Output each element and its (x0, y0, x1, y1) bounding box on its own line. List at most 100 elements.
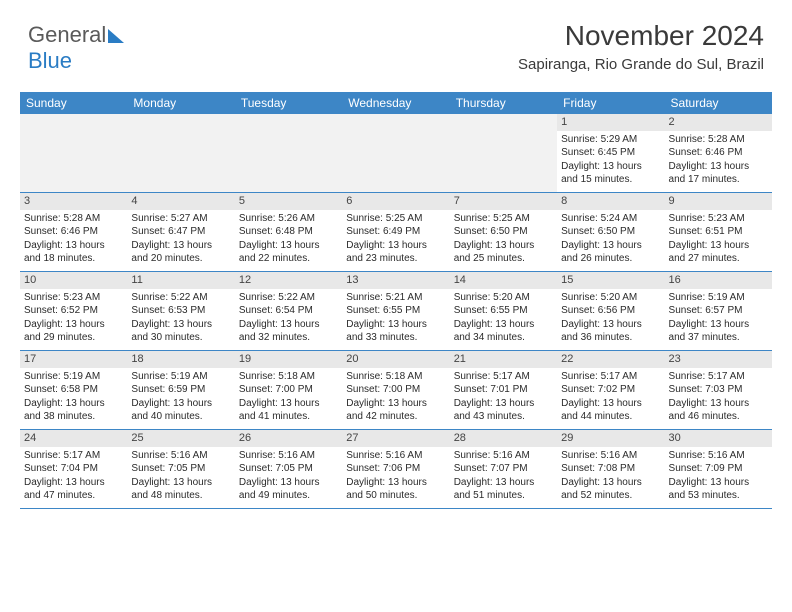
sunset-line: Sunset: 7:05 PM (239, 462, 338, 476)
calendar-day: 19Sunrise: 5:18 AMSunset: 7:00 PMDayligh… (235, 351, 342, 429)
daylight-line: Daylight: 13 hours and 49 minutes. (239, 476, 338, 503)
calendar-day: 13Sunrise: 5:21 AMSunset: 6:55 PMDayligh… (342, 272, 449, 350)
calendar-day: 29 Sunrise: 5:16 AMSunset: 7:08 PMDayligh… (557, 430, 664, 508)
calendar-day: 27Sunrise: 5:16 AMSunset: 7:06 PMDayligh… (342, 430, 449, 508)
sunrise-line: Sunrise: 5:25 AM (454, 212, 553, 226)
day-number: 25 (127, 430, 234, 447)
calendar-day: 28Sunrise: 5:16 AMSunset: 7:07 PMDayligh… (450, 430, 557, 508)
brand-logo: General Blue (28, 22, 124, 74)
sunset-line: Sunset: 6:55 PM (454, 304, 553, 318)
weekday-label: Thursday (450, 92, 557, 114)
calendar-blank (342, 114, 449, 192)
logo-text-blue: Blue (28, 48, 72, 73)
calendar-day: 10Sunrise: 5:23 AMSunset: 6:52 PMDayligh… (20, 272, 127, 350)
daylight-line: Daylight: 13 hours and 23 minutes. (346, 239, 445, 266)
sunrise-line: Sunrise: 5:18 AM (239, 370, 338, 384)
calendar-blank (20, 114, 127, 192)
daylight-line: Daylight: 13 hours and 32 minutes. (239, 318, 338, 345)
daylight-line: Daylight: 13 hours and 40 minutes. (131, 397, 230, 424)
sunrise-line: Sunrise: 5:23 AM (669, 212, 768, 226)
calendar-blank (450, 114, 557, 192)
calendar-day: 25 Sunrise: 5:16 AMSunset: 7:05 PMDayligh… (127, 430, 234, 508)
daylight-line: Daylight: 13 hours and 46 minutes. (669, 397, 768, 424)
day-number: 2 (665, 114, 772, 131)
sunrise-line: Sunrise: 5:22 AM (131, 291, 230, 305)
calendar-day: 14Sunrise: 5:20 AMSunset: 6:55 PMDayligh… (450, 272, 557, 350)
sunset-line: Sunset: 6:53 PM (131, 304, 230, 318)
calendar-day: 21Sunrise: 5:17 AMSunset: 7:01 PMDayligh… (450, 351, 557, 429)
day-number: 1 (557, 114, 664, 131)
logo-text-gray: General (28, 22, 106, 47)
daylight-line: Daylight: 13 hours and 43 minutes. (454, 397, 553, 424)
daylight-line: Daylight: 13 hours and 37 minutes. (669, 318, 768, 345)
sunset-line: Sunset: 7:05 PM (131, 462, 230, 476)
daylight-line: Daylight: 13 hours and 26 minutes. (561, 239, 660, 266)
sunrise-line: Sunrise: 5:18 AM (346, 370, 445, 384)
daylight-line: Daylight: 13 hours and 48 minutes. (131, 476, 230, 503)
day-number: 24 (20, 430, 127, 447)
daylight-line: Daylight: 13 hours and 53 minutes. (669, 476, 768, 503)
sunrise-line: Sunrise: 5:28 AM (669, 133, 768, 147)
weekday-label: Saturday (665, 92, 772, 114)
calendar-week: 24Sunrise: 5:17 AMSunset: 7:04 PMDayligh… (20, 430, 772, 509)
daylight-line: Daylight: 13 hours and 27 minutes. (669, 239, 768, 266)
day-number: 29 (557, 430, 664, 447)
calendar-day: 9Sunrise: 5:23 AMSunset: 6:51 PMDaylight… (665, 193, 772, 271)
sunset-line: Sunset: 6:46 PM (24, 225, 123, 239)
calendar-day: 23 Sunrise: 5:17 AMSunset: 7:03 PMDayligh… (665, 351, 772, 429)
sunset-line: Sunset: 6:49 PM (346, 225, 445, 239)
sunset-line: Sunset: 6:45 PM (561, 146, 660, 160)
weekday-label: Sunday (20, 92, 127, 114)
sunrise-line: Sunrise: 5:16 AM (239, 449, 338, 463)
daylight-line: Daylight: 13 hours and 22 minutes. (239, 239, 338, 266)
sunrise-line: Sunrise: 5:19 AM (24, 370, 123, 384)
calendar-day: 15Sunrise: 5:20 AMSunset: 6:56 PMDayligh… (557, 272, 664, 350)
daylight-line: Daylight: 13 hours and 20 minutes. (131, 239, 230, 266)
daylight-line: Daylight: 13 hours and 38 minutes. (24, 397, 123, 424)
sunrise-line: Sunrise: 5:16 AM (454, 449, 553, 463)
sunrise-line: Sunrise: 5:17 AM (669, 370, 768, 384)
sunrise-line: Sunrise: 5:16 AM (131, 449, 230, 463)
sunset-line: Sunset: 7:01 PM (454, 383, 553, 397)
sunrise-line: Sunrise: 5:25 AM (346, 212, 445, 226)
day-number: 23 (665, 351, 772, 368)
sunrise-line: Sunrise: 5:21 AM (346, 291, 445, 305)
sunrise-line: Sunrise: 5:16 AM (561, 449, 660, 463)
calendar-day: 17Sunrise: 5:19 AMSunset: 6:58 PMDayligh… (20, 351, 127, 429)
calendar-day: 5Sunrise: 5:26 AMSunset: 6:48 PMDaylight… (235, 193, 342, 271)
sunset-line: Sunset: 7:03 PM (669, 383, 768, 397)
sunrise-line: Sunrise: 5:24 AM (561, 212, 660, 226)
sunset-line: Sunset: 7:04 PM (24, 462, 123, 476)
day-number: 18 (127, 351, 234, 368)
daylight-line: Daylight: 13 hours and 42 minutes. (346, 397, 445, 424)
calendar-week: 1Sunrise: 5:29 AMSunset: 6:45 PMDaylight… (20, 114, 772, 193)
day-number: 6 (342, 193, 449, 210)
day-number: 4 (127, 193, 234, 210)
sunrise-line: Sunrise: 5:19 AM (131, 370, 230, 384)
day-number: 12 (235, 272, 342, 289)
sunset-line: Sunset: 6:59 PM (131, 383, 230, 397)
daylight-line: Daylight: 13 hours and 47 minutes. (24, 476, 123, 503)
daylight-line: Daylight: 13 hours and 52 minutes. (561, 476, 660, 503)
sunrise-line: Sunrise: 5:22 AM (239, 291, 338, 305)
sunset-line: Sunset: 6:55 PM (346, 304, 445, 318)
sunset-line: Sunset: 6:54 PM (239, 304, 338, 318)
day-number: 22 (557, 351, 664, 368)
calendar-day: 24 Sunrise: 5:17 AMSunset: 7:04 PMDayligh… (20, 430, 127, 508)
daylight-line: Daylight: 13 hours and 33 minutes. (346, 318, 445, 345)
calendar-day: 3Sunrise: 5:28 AMSunset: 6:46 PMDaylight… (20, 193, 127, 271)
header-right: November 2024 Sapiranga, Rio Grande do S… (518, 20, 764, 73)
calendar-day: 16Sunrise: 5:19 AMSunset: 6:57 PMDayligh… (665, 272, 772, 350)
sunset-line: Sunset: 6:46 PM (669, 146, 768, 160)
weekday-label: Monday (127, 92, 234, 114)
sunset-line: Sunset: 7:00 PM (346, 383, 445, 397)
day-number: 3 (20, 193, 127, 210)
sunset-line: Sunset: 7:08 PM (561, 462, 660, 476)
day-number: 5 (235, 193, 342, 210)
sunrise-line: Sunrise: 5:17 AM (24, 449, 123, 463)
day-number: 8 (557, 193, 664, 210)
daylight-line: Daylight: 13 hours and 34 minutes. (454, 318, 553, 345)
sunset-line: Sunset: 6:47 PM (131, 225, 230, 239)
day-number: 28 (450, 430, 557, 447)
day-number: 27 (342, 430, 449, 447)
